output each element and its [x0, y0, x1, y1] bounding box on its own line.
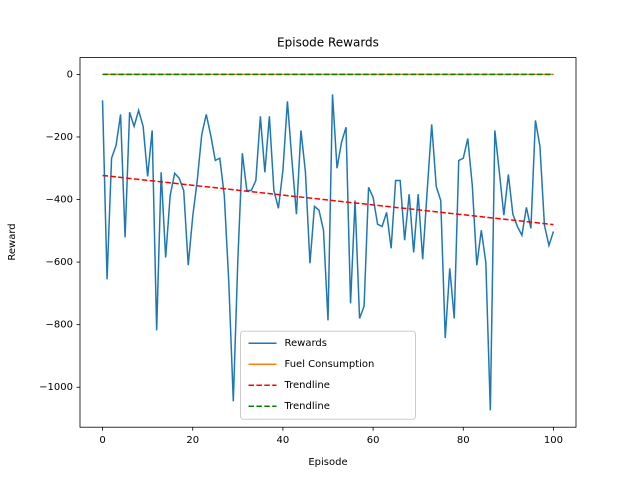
x-tick-label: 100: [544, 435, 563, 446]
chart-title: Episode Rewards: [277, 36, 379, 50]
y-tick-label: −200: [46, 132, 73, 143]
y-axis-label: Reward: [7, 223, 18, 260]
legend-label: Trendline: [284, 401, 330, 412]
x-tick-label: 40: [277, 435, 290, 446]
line-series: [101, 94, 555, 411]
x-tick-label: 0: [99, 435, 105, 446]
x-tick-label: 80: [457, 435, 470, 446]
x-axis-label: Episode: [308, 457, 347, 468]
legend-box: [240, 330, 416, 420]
legend-label: Rewards: [285, 338, 327, 349]
legend-label: Fuel Consumption: [285, 359, 375, 370]
plot-frame: [79, 57, 577, 428]
y-tick-label: −1000: [39, 382, 73, 393]
y-tick-label: −600: [46, 257, 73, 268]
line-series: [102, 174, 554, 226]
legend-label: Trendline: [284, 380, 330, 391]
y-tick-label: −400: [46, 195, 73, 206]
x-tick-label: 60: [367, 435, 380, 446]
y-tick-label: −800: [46, 320, 73, 331]
x-tick-label: 20: [186, 435, 199, 446]
y-tick-label: 0: [67, 69, 73, 80]
